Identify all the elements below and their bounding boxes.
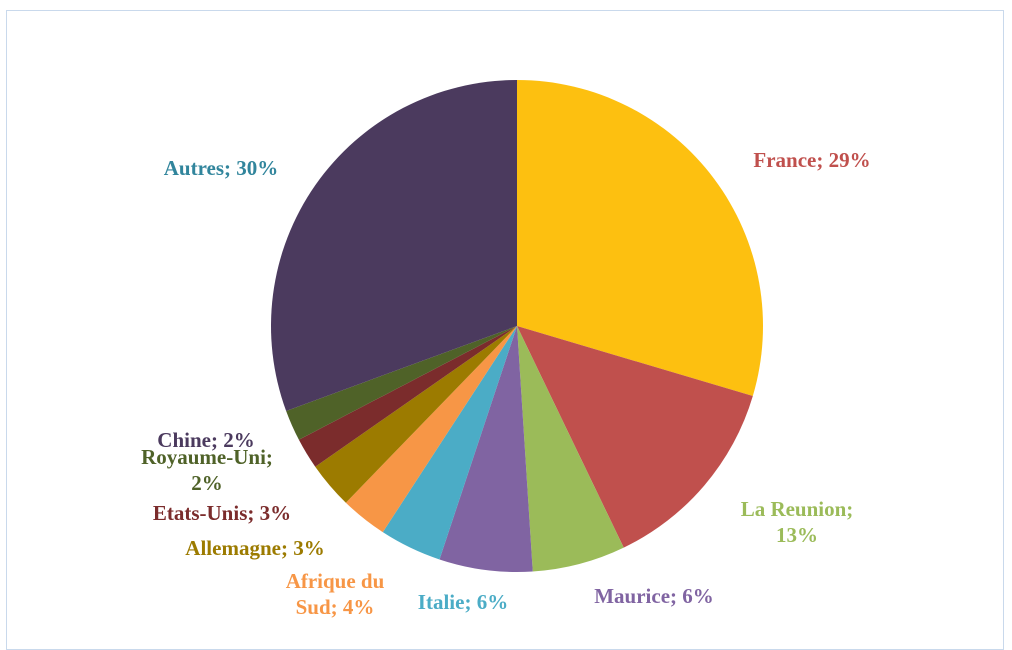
- data-label: Maurice; 6%: [594, 584, 714, 608]
- data-label: Afrique du Sud; 4%: [285, 569, 385, 619]
- data-label: Allemagne; 3%: [185, 536, 325, 560]
- pie-slice: [517, 326, 624, 572]
- pie-slice: [298, 326, 517, 467]
- data-label: Etats-Unis; 3%: [152, 501, 292, 525]
- pie-slice: [517, 80, 763, 396]
- data-label: France; 29%: [753, 148, 871, 172]
- pie-slice: [286, 326, 517, 440]
- data-label: Italie; 6%: [417, 590, 509, 614]
- pie-slice: [517, 326, 753, 548]
- data-label: Chine; 2%: [157, 428, 255, 452]
- pie-slice: [345, 326, 517, 533]
- data-label: Royaume-Uni; 2%: [141, 445, 273, 495]
- pie-slice: [315, 326, 517, 503]
- pie-slice: [382, 326, 517, 560]
- data-label: La Reunion; 13%: [740, 497, 854, 547]
- pie-area: [271, 80, 763, 572]
- pie-slice: [271, 80, 517, 411]
- pie-slice: [439, 326, 533, 572]
- chart: France; 29% La Reunion; 13% Maurice; 6% Ita…: [6, 10, 1004, 650]
- data-label: Autres; 30%: [163, 156, 279, 180]
